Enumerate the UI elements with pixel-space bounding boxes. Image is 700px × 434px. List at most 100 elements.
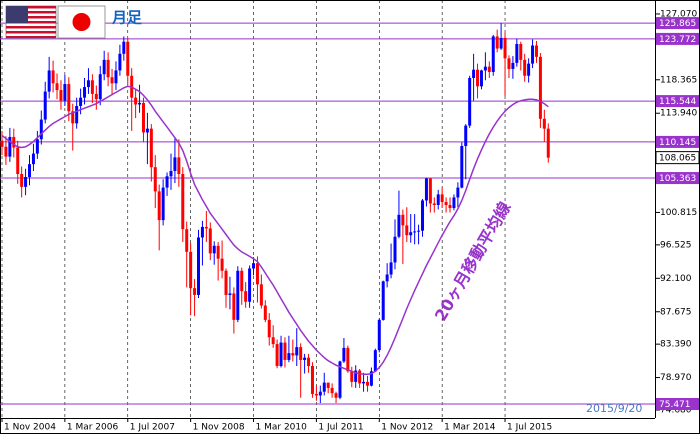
x-tick-label: 1 Jul 2007 bbox=[130, 423, 175, 433]
candle-body bbox=[432, 203, 436, 205]
candle-body bbox=[511, 62, 515, 69]
candle-body bbox=[110, 77, 114, 84]
candle-body bbox=[177, 157, 181, 174]
candle-body bbox=[303, 357, 307, 360]
candle-body bbox=[24, 177, 28, 187]
candle-body bbox=[185, 229, 189, 252]
candle-body bbox=[421, 200, 425, 231]
candle-body bbox=[307, 357, 311, 366]
current-price-box bbox=[655, 151, 700, 165]
candle-body bbox=[20, 173, 24, 187]
candle-body bbox=[244, 291, 248, 302]
x-tick-label: 1 Mar 2010 bbox=[256, 423, 308, 433]
candle-body bbox=[381, 281, 385, 320]
candle-body bbox=[63, 84, 67, 101]
candle-body bbox=[259, 284, 263, 306]
candle-body bbox=[491, 36, 495, 72]
candle-body bbox=[98, 74, 102, 100]
candle-body bbox=[531, 45, 535, 64]
x-tick-label: 1 Nov 2008 bbox=[193, 423, 245, 433]
candle-body bbox=[55, 83, 59, 91]
level-label: 123.772 bbox=[659, 35, 696, 45]
candle-body bbox=[393, 236, 397, 263]
candle-body bbox=[369, 371, 373, 386]
candle-body bbox=[346, 347, 350, 372]
y-tick-label: 113.940 bbox=[660, 109, 697, 119]
candle-body bbox=[248, 268, 252, 302]
candle-body bbox=[365, 381, 369, 386]
candle-body bbox=[519, 43, 523, 60]
candle-body bbox=[527, 63, 531, 76]
candle-body bbox=[283, 342, 287, 360]
x-tick-label: 1 Mar 2014 bbox=[444, 423, 496, 433]
candle-body bbox=[287, 353, 291, 360]
candle-body bbox=[181, 173, 185, 230]
candle-body bbox=[94, 93, 98, 100]
candle-body bbox=[515, 43, 519, 63]
candle-body bbox=[59, 90, 63, 101]
candle-body bbox=[448, 204, 452, 209]
level-label: 115.544 bbox=[659, 97, 696, 107]
candle-body bbox=[397, 214, 401, 237]
candle-body bbox=[464, 125, 468, 147]
candle-body bbox=[413, 231, 417, 233]
candle-body bbox=[275, 344, 279, 366]
y-tick-label: 100.815 bbox=[660, 208, 697, 218]
candle-body bbox=[330, 387, 334, 394]
candle-body bbox=[212, 245, 216, 254]
candle-body bbox=[373, 350, 377, 372]
candle-body bbox=[47, 70, 51, 92]
candle-body bbox=[90, 80, 94, 94]
candle-body bbox=[39, 119, 43, 140]
candle-body bbox=[122, 41, 126, 54]
date-label: 2015/9/20 bbox=[586, 402, 642, 415]
candle-body bbox=[362, 381, 366, 384]
candle-body bbox=[350, 371, 354, 382]
candle-body bbox=[483, 66, 487, 71]
candle-body bbox=[8, 136, 12, 157]
level-box bbox=[656, 398, 699, 411]
candle-body bbox=[126, 41, 130, 76]
y-tick-label: 78.970 bbox=[660, 373, 692, 383]
level-label: 75.471 bbox=[659, 400, 691, 410]
candle-body bbox=[295, 347, 299, 356]
candle-body bbox=[495, 36, 499, 49]
candle-body bbox=[326, 382, 330, 388]
candle-body bbox=[252, 263, 256, 269]
candle-body bbox=[236, 270, 240, 320]
candle-body bbox=[189, 251, 193, 289]
candle-body bbox=[141, 102, 145, 133]
candle-body bbox=[161, 187, 165, 221]
candle-body bbox=[67, 84, 71, 112]
candle-body bbox=[43, 91, 47, 120]
candle-body bbox=[322, 382, 326, 392]
candle-body bbox=[79, 97, 83, 106]
candle-body bbox=[204, 226, 208, 229]
candle-body bbox=[0, 140, 4, 147]
candle-body bbox=[310, 365, 314, 394]
candle-body bbox=[12, 136, 16, 148]
candle-body bbox=[456, 187, 460, 198]
x-tick-label: 1 Jul 2011 bbox=[318, 423, 363, 433]
ma-line bbox=[1, 85, 549, 376]
y-tick-label: 74.680 bbox=[660, 405, 692, 415]
x-tick-label: 1 Mar 2006 bbox=[67, 423, 119, 433]
candle-body bbox=[138, 102, 142, 105]
candle-body bbox=[444, 201, 448, 205]
candle-body bbox=[35, 139, 39, 154]
candle-body bbox=[476, 69, 480, 87]
y-tick-label: 92.100 bbox=[660, 274, 692, 284]
candle-body bbox=[169, 170, 173, 177]
level-label: 105.363 bbox=[659, 174, 696, 184]
candle-body bbox=[4, 146, 8, 157]
candle-body bbox=[534, 45, 538, 57]
candle-body bbox=[377, 319, 381, 351]
candle-body bbox=[472, 69, 476, 79]
level-box bbox=[656, 17, 699, 30]
candle-body bbox=[31, 153, 35, 165]
candle-body bbox=[342, 347, 346, 362]
y-tick-label: 83.390 bbox=[660, 340, 692, 350]
x-tick-label: 1 Nov 2012 bbox=[381, 423, 433, 433]
candle-body bbox=[503, 37, 507, 59]
candle-body bbox=[114, 70, 118, 84]
